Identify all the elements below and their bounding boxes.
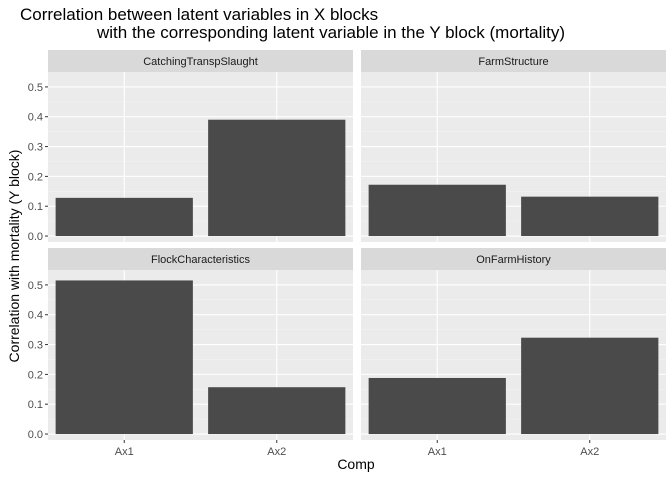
bar-flockcharacteristics-ax1	[55, 280, 193, 435]
x-axis-title: Comp	[337, 456, 375, 472]
x-tick-label: Ax1	[115, 446, 134, 458]
y-tick-label: 0.1	[28, 399, 43, 411]
facet-strip-farmstructure	[361, 50, 666, 72]
facet-label-flockcharacteristics: FlockCharacteristics	[151, 254, 251, 266]
y-tick-label: 0.2	[28, 369, 43, 381]
x-tick-label: Ax1	[428, 446, 447, 458]
y-tick-label: 0.5	[28, 280, 43, 292]
y-tick-label: 0.3	[28, 340, 43, 352]
bar-flockcharacteristics-ax2	[208, 387, 346, 435]
facet-strip-flockcharacteristics	[48, 248, 353, 270]
x-tick-label: Ax2	[580, 446, 599, 458]
facet-strip-onfarmhistory	[361, 248, 666, 270]
y-tick-label: 0.0	[28, 231, 43, 243]
y-tick-label: 0.0	[28, 429, 43, 441]
chart-title-line-1: Correlation between latent variables in …	[20, 5, 379, 24]
facet-strip-catchingtranspslaught	[48, 50, 353, 72]
facet-label-catchingtranspslaught: CatchingTranspSlaught	[143, 56, 258, 68]
bar-catchingtranspslaught-ax2	[208, 119, 346, 237]
bar-farmstructure-ax2	[521, 196, 659, 237]
bar-catchingtranspslaught-ax1	[55, 197, 193, 237]
chart-title-line-2: with the corresponding latent variable i…	[97, 23, 566, 42]
x-tick-label: Ax2	[267, 446, 286, 458]
y-tick-label: 0.4	[28, 310, 43, 322]
y-tick-label: 0.3	[28, 142, 43, 154]
bar-onfarmhistory-ax1	[368, 377, 506, 435]
facet-label-onfarmhistory: OnFarmHistory	[476, 254, 551, 266]
bar-farmstructure-ax1	[368, 184, 506, 237]
y-tick-label: 0.4	[28, 112, 43, 124]
y-tick-label: 0.1	[28, 201, 43, 213]
bar-onfarmhistory-ax2	[521, 337, 659, 435]
y-axis-title: Correlation with mortality (Y block)	[6, 150, 22, 363]
facet-label-farmstructure: FarmStructure	[478, 56, 548, 68]
y-tick-label: 0.5	[28, 82, 43, 94]
y-tick-label: 0.2	[28, 171, 43, 183]
